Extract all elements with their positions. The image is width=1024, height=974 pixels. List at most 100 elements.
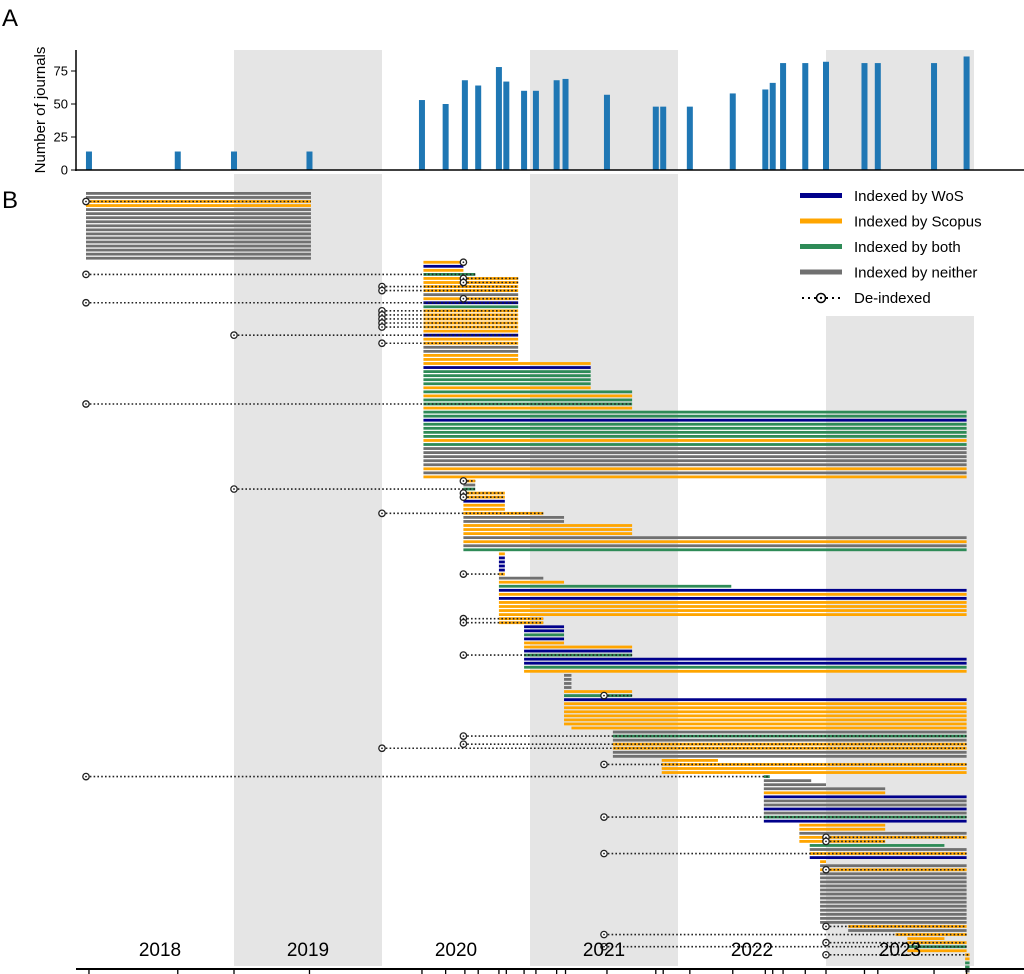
journal-bar-scopus (423, 268, 464, 272)
journal-bar-neither (820, 892, 967, 896)
journal-bar-neither (86, 192, 311, 195)
bar (652, 106, 659, 170)
bar (729, 93, 736, 170)
journal-bar-wos (524, 625, 565, 629)
journal-bar-neither (820, 880, 967, 884)
journal-bar-neither (423, 451, 967, 454)
journal-bar-scopus (463, 479, 476, 483)
journal-bar-neither (463, 544, 967, 548)
bar (231, 151, 237, 170)
journal-bar-scopus (423, 354, 519, 357)
journal-bar-neither (763, 803, 967, 807)
journal-bar-scopus (820, 868, 967, 872)
journal-bar-scopus (498, 609, 967, 612)
deindexed-marker-dot (381, 747, 383, 750)
journal-bar-scopus (498, 601, 967, 604)
year-shade-2019 (234, 174, 382, 966)
deindexed-marker-dot (603, 852, 605, 855)
y-tick-label: 75 (54, 64, 68, 79)
journal-bar-scopus (799, 827, 886, 831)
legend-swatch-scopus (800, 218, 842, 224)
year-shade-2019 (234, 50, 382, 170)
journal-bar-neither (423, 447, 967, 450)
journal-bar-wos (423, 366, 591, 369)
journal-bar-neither (423, 349, 519, 353)
journal-bar-both (763, 815, 967, 819)
journal-bar-neither (820, 876, 967, 880)
journal-bar-neither (463, 516, 565, 519)
legend-label-neither: Indexed by neither (854, 265, 977, 282)
deindexed-marker-dot (462, 480, 465, 482)
journal-bar-neither (820, 908, 967, 912)
journal-bar-neither (612, 738, 967, 742)
journal-bar-scopus (498, 580, 565, 584)
journal-bar-neither (423, 459, 967, 463)
year-label-2019: 2019 (287, 940, 329, 961)
deindexed-marker-dot (603, 945, 605, 948)
journal-bar-scopus (564, 690, 633, 693)
journal-bar-neither (423, 293, 519, 297)
journal-bar-neither (423, 345, 519, 349)
journal-bar-scopus (463, 507, 505, 511)
year-label-2020: 2020 (435, 940, 477, 961)
journal-bar-both (965, 961, 970, 965)
journal-bar-wos (498, 556, 505, 560)
journal-bar-scopus (564, 714, 967, 718)
journal-bar-scopus (463, 495, 505, 499)
year-label-2023: 2023 (879, 940, 921, 961)
deindexed-marker-dot (462, 743, 465, 746)
deindexed-marker-dot (85, 200, 87, 203)
journal-bar-scopus (564, 718, 967, 722)
deindexed-marker-dot (85, 273, 87, 276)
journal-bar-scopus (564, 722, 967, 726)
journal-bar-neither (612, 754, 967, 758)
journal-bar-neither (86, 244, 311, 248)
journal-bar-neither (86, 212, 311, 216)
journal-bar-neither (763, 783, 826, 787)
deindexed-marker-dot (381, 342, 383, 345)
journal-bar-scopus (564, 702, 967, 706)
journal-bar-scopus (423, 297, 519, 301)
journal-bar-scopus (423, 277, 519, 280)
journal-bar-neither (86, 252, 311, 256)
journal-bar-scopus (463, 528, 633, 531)
journal-bar-scopus (423, 362, 591, 365)
journal-bar-neither (820, 864, 967, 868)
journal-bar-scopus (907, 937, 945, 940)
deindexed-marker-dot (825, 868, 827, 871)
panel-b-axes (76, 968, 1024, 974)
deindexed-marker-dot (462, 496, 465, 499)
journal-bar-wos (498, 560, 505, 564)
deindexed-marker-dot (85, 775, 87, 778)
journal-bar-neither (564, 673, 572, 677)
journal-bar-scopus (498, 613, 967, 616)
journal-bar-scopus (809, 852, 967, 855)
deindexed-marker-dot (825, 953, 827, 956)
bar (174, 151, 181, 170)
deindexed-marker-dot (825, 925, 827, 928)
journal-bar-wos (524, 629, 565, 633)
journal-bar-scopus (661, 771, 967, 774)
bar (85, 151, 92, 170)
journal-bar-scopus (463, 524, 633, 527)
panel-a-axes: 0 25 50 75 (54, 50, 1024, 178)
journal-bar-neither (820, 896, 967, 900)
legend-label-deindexed: De-indexed (854, 290, 931, 307)
journal-bar-scopus (423, 329, 519, 333)
journal-bar-both (423, 430, 967, 434)
journal-bar-both (423, 378, 591, 382)
journal-bar-neither (965, 969, 970, 973)
journal-bar-both (612, 734, 967, 738)
legend-swatch-neither (800, 269, 842, 275)
journal-bar-neither (612, 750, 967, 754)
journal-bar-scopus (799, 823, 886, 827)
year-label-2021: 2021 (583, 940, 625, 961)
journal-bar-neither (763, 787, 886, 791)
journal-bar-scopus (423, 394, 633, 398)
journal-bar-both (423, 390, 633, 394)
bar (686, 106, 693, 170)
bar (495, 67, 502, 170)
bar (562, 78, 569, 170)
bar (963, 56, 970, 171)
